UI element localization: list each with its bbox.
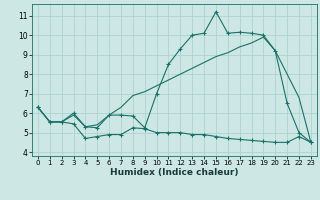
X-axis label: Humidex (Indice chaleur): Humidex (Indice chaleur): [110, 168, 239, 177]
